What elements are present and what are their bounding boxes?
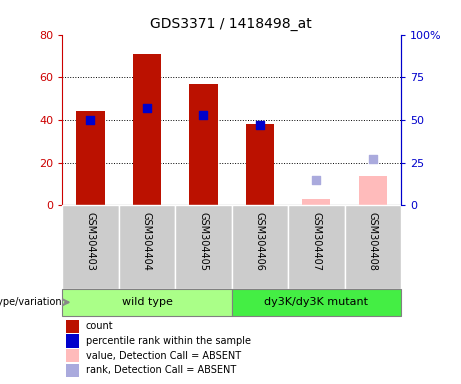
Bar [62, 289, 231, 316]
Text: value, Detection Call = ABSENT: value, Detection Call = ABSENT [86, 351, 241, 361]
Bar [133, 54, 161, 205]
Point [313, 177, 320, 183]
Text: GSM304404: GSM304404 [142, 212, 152, 271]
Text: rank, Detection Call = ABSENT: rank, Detection Call = ABSENT [86, 365, 236, 375]
Point [369, 156, 377, 162]
Bar [189, 84, 218, 205]
Bar [302, 199, 331, 205]
Text: GSM304408: GSM304408 [368, 212, 378, 271]
Text: GDS3371 / 1418498_at: GDS3371 / 1418498_at [150, 17, 311, 31]
Bar [231, 289, 401, 316]
Text: GSM304406: GSM304406 [255, 212, 265, 271]
Bar [175, 205, 231, 289]
Text: genotype/variation: genotype/variation [0, 297, 62, 307]
Text: count: count [86, 321, 113, 331]
Bar [118, 205, 175, 289]
Text: GSM304407: GSM304407 [311, 212, 321, 271]
Bar [344, 205, 401, 289]
Text: wild type: wild type [122, 297, 172, 307]
Bar [231, 205, 288, 289]
Bar [65, 349, 79, 362]
Bar [246, 124, 274, 205]
Bar [77, 111, 105, 205]
Bar [62, 205, 118, 289]
Point [87, 117, 94, 123]
Text: dy3K/dy3K mutant: dy3K/dy3K mutant [264, 297, 368, 307]
Text: percentile rank within the sample: percentile rank within the sample [86, 336, 251, 346]
Bar [65, 334, 79, 348]
Bar [65, 320, 79, 333]
Bar [359, 175, 387, 205]
Bar [288, 205, 344, 289]
Text: GSM304403: GSM304403 [85, 212, 95, 271]
Bar [65, 364, 79, 377]
Point [200, 112, 207, 118]
Point [143, 105, 151, 111]
Text: GSM304405: GSM304405 [198, 212, 208, 271]
Point [256, 122, 264, 128]
